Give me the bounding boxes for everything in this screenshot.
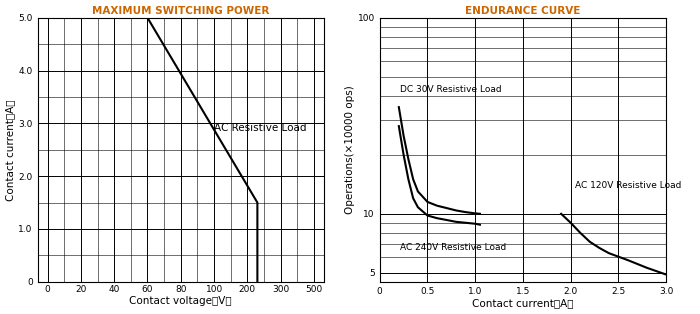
Text: AC 120V Resistive Load: AC 120V Resistive Load	[575, 181, 682, 190]
Text: DC 30V Resistive Load: DC 30V Resistive Load	[400, 84, 501, 94]
Text: AC Resistive Load: AC Resistive Load	[214, 123, 307, 133]
Text: AC 240V Resistive Load: AC 240V Resistive Load	[400, 243, 506, 252]
X-axis label: Contact voltage（V）: Contact voltage（V）	[130, 296, 232, 306]
Title: ENDURANCE CURVE: ENDURANCE CURVE	[466, 6, 580, 16]
Y-axis label: Operations(×10000 ops): Operations(×10000 ops)	[345, 85, 355, 214]
Y-axis label: Contact current（A）: Contact current（A）	[6, 99, 15, 201]
X-axis label: Contact current（A）: Contact current（A）	[473, 298, 574, 308]
Title: MAXIMUM SWITCHING POWER: MAXIMUM SWITCHING POWER	[92, 6, 270, 16]
